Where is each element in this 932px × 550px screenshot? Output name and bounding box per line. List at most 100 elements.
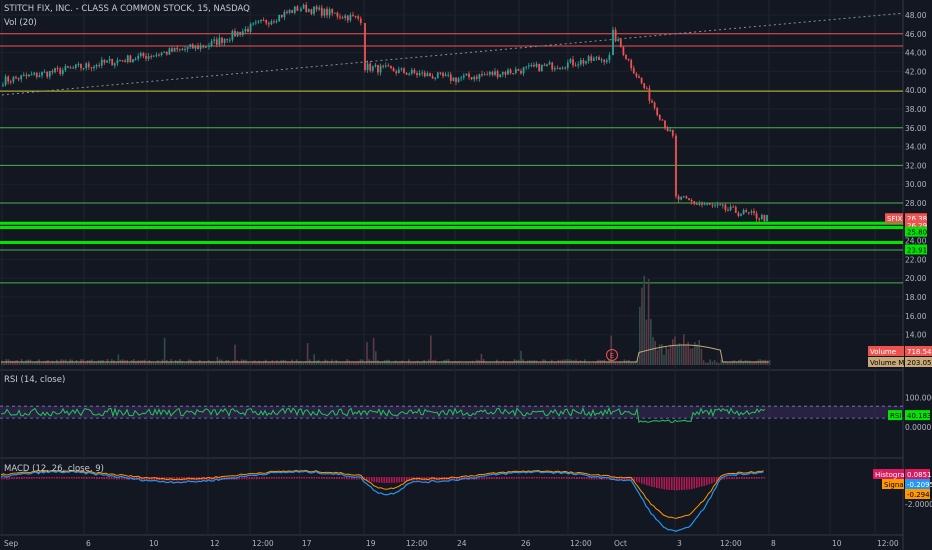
macd-histogram-bar [328, 477, 331, 479]
volume-bar [735, 361, 738, 365]
macd-histogram-bar [476, 477, 478, 480]
candle-body [30, 74, 33, 76]
macd-histogram-bar [533, 477, 536, 479]
candle-body [80, 64, 82, 69]
volume-bar [223, 361, 225, 365]
volume-bar [152, 362, 155, 365]
macd-histogram-bar [306, 477, 308, 479]
macd-histogram-bar [123, 477, 126, 480]
candle-body [677, 196, 680, 200]
volume-bar [713, 360, 716, 365]
macd-histogram-bar [648, 477, 651, 486]
volume-bar [419, 361, 421, 365]
macd-histogram-bar [26, 477, 28, 479]
volume-bar [194, 361, 197, 365]
earnings-marker-label: E [610, 352, 614, 360]
volume-bar [753, 361, 755, 365]
candle-body [645, 88, 648, 90]
candle-body [257, 21, 260, 23]
candle-body [423, 72, 426, 77]
price-axis-tick: 36.00 [905, 124, 927, 133]
candle-body [38, 75, 41, 77]
macd-histogram-bar [501, 477, 503, 479]
candle-body [278, 14, 281, 22]
candle-body [352, 14, 354, 16]
macd-histogram-bar [748, 477, 751, 479]
volume-bar [370, 360, 373, 365]
volume-bar [458, 361, 461, 365]
macd-histogram-bar [358, 477, 361, 480]
volume-bar [449, 361, 452, 365]
rsi-line [0, 406, 766, 423]
macd-histogram-bar [671, 477, 673, 491]
macd-histogram-bar [516, 477, 518, 479]
macd-histogram-bar [736, 477, 738, 480]
volume-bar [159, 362, 161, 365]
volume-bar [619, 361, 621, 365]
candle-body [619, 39, 622, 48]
volume-bar [14, 360, 16, 365]
candle-body [184, 49, 186, 51]
volume-bar [216, 356, 219, 365]
volume-bar [192, 361, 194, 365]
macd-histogram-bar [568, 477, 571, 479]
rsi-value-tag-bg [905, 410, 930, 421]
macd-histogram-bar [343, 477, 346, 480]
horizontal-levels[interactable] [0, 12, 904, 284]
macd-histogram-bar [303, 477, 306, 479]
macd-histogram-bar [63, 477, 66, 479]
macd-histogram-bar [638, 477, 641, 483]
macd-indicator-label[interactable]: MACD (12, 26, close, 9) [4, 464, 104, 474]
candle-body [77, 64, 80, 66]
price-axis-tick: 42.00 [905, 67, 927, 76]
candle-body [507, 69, 509, 75]
candle-body [152, 55, 155, 57]
volume-bar [40, 362, 43, 365]
volume-bar [256, 361, 258, 365]
macd-histogram-bar [458, 477, 461, 481]
macd-histogram-bar [268, 477, 271, 479]
volume-indicator-label[interactable]: Vol (20) [4, 18, 37, 28]
rsi-indicator-label[interactable]: RSI (14, close) [4, 375, 66, 385]
candle-body [661, 119, 664, 121]
volume-bar [579, 360, 582, 365]
volume-bar [117, 354, 120, 365]
volume-bar [588, 362, 590, 365]
macd-value-tag-bg [905, 489, 930, 499]
macd-histogram-bar [743, 477, 746, 480]
volume-bar [234, 344, 236, 365]
volume-bar [687, 342, 689, 365]
candle-body [729, 206, 732, 211]
candle-body [494, 71, 496, 75]
macd-histogram-bar [88, 477, 91, 479]
candle-body [403, 68, 405, 73]
macd-histogram-bar [478, 477, 481, 480]
volume-bar [260, 362, 263, 365]
volume-value-tag-bg [905, 346, 932, 356]
volume-bar [590, 362, 593, 365]
volume-bar [322, 361, 324, 365]
volume-bar [731, 360, 733, 365]
candle-body [137, 55, 140, 59]
macd-histogram-bar [216, 477, 218, 480]
volume-bar [267, 362, 269, 365]
candle-body [369, 63, 372, 71]
candle-body [614, 29, 617, 42]
rsi-axis-tick: 100.0000 [905, 393, 932, 402]
macd-histogram-bar [431, 477, 433, 481]
rsi-name-tag: RSI [890, 412, 901, 420]
volume-bar [432, 360, 434, 365]
macd-histogram-bar [646, 477, 648, 486]
candle-body [540, 64, 543, 72]
volume-ma-value-tag: 203.057K [907, 359, 932, 367]
candle-body [658, 115, 661, 120]
rsi-pane [0, 405, 903, 423]
candle-body [129, 55, 132, 63]
macd-histogram-bar [218, 477, 221, 481]
volume-bar [526, 360, 529, 365]
candle-body [517, 69, 520, 71]
candle-body [72, 67, 75, 69]
time-axis-tick: 12:00 [720, 539, 742, 548]
